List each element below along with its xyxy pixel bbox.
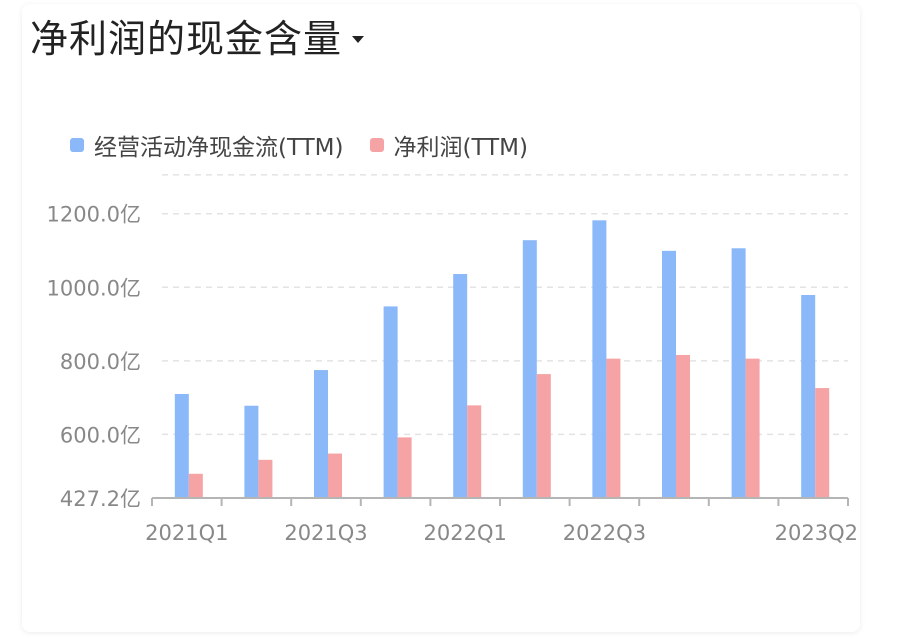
- bar-net-profit: [258, 459, 273, 498]
- x-tick-label: 2022Q3: [563, 521, 646, 545]
- chart-legend: 经营活动净现金流(TTM) 净利润(TTM): [70, 128, 554, 162]
- bar-net-profit: [606, 358, 621, 498]
- legend-item-cash-flow[interactable]: 经营活动净现金流(TTM): [70, 128, 344, 162]
- bar-net-profit: [467, 405, 482, 498]
- bar-cash-flow: [383, 306, 398, 498]
- bar-net-profit: [397, 437, 412, 498]
- x-tick-label: 2021Q3: [284, 521, 367, 545]
- x-tick-label: 2022Q1: [424, 521, 507, 545]
- y-tick-label: 1000.0亿: [47, 276, 141, 300]
- bar-net-profit: [745, 358, 760, 498]
- bar-cash-flow: [662, 250, 676, 498]
- bar-cash-flow: [592, 220, 607, 498]
- caret-down-icon[interactable]: [352, 36, 365, 43]
- bar-net-profit: [676, 354, 690, 498]
- bar-net-profit: [815, 388, 830, 498]
- bar-cash-flow: [244, 405, 259, 498]
- bar-net-profit: [328, 453, 342, 498]
- bar-cash-flow: [801, 295, 816, 498]
- y-tick-label: 427.2亿: [60, 487, 141, 511]
- y-tick-label: 1200.0亿: [47, 203, 141, 227]
- legend-label-cash-flow: 经营活动净现金流(TTM): [94, 135, 344, 161]
- bar-cash-flow: [731, 248, 746, 498]
- title-dropdown[interactable]: 净利润的现金含量: [30, 8, 365, 63]
- page-title: 净利润的现金含量: [30, 17, 343, 61]
- bar-cash-flow: [314, 370, 328, 498]
- legend-label-net-profit: 净利润(TTM): [393, 135, 529, 161]
- x-tick-label: 2023Q2: [775, 521, 858, 545]
- bar-cash-flow: [174, 393, 189, 498]
- y-tick-label: 800.0亿: [60, 350, 141, 374]
- chart-card: [22, 4, 860, 632]
- bar-net-profit: [536, 374, 551, 498]
- bar-cash-flow: [453, 274, 468, 498]
- legend-swatch-net-profit: [369, 138, 384, 152]
- legend-swatch-cash-flow: [70, 138, 84, 152]
- x-tick-label: 2021Q1: [145, 521, 228, 545]
- y-tick-label: 600.0亿: [60, 423, 141, 447]
- bar-cash-flow: [522, 240, 537, 499]
- bar-net-profit: [188, 473, 203, 498]
- legend-item-net-profit[interactable]: 净利润(TTM): [369, 128, 529, 162]
